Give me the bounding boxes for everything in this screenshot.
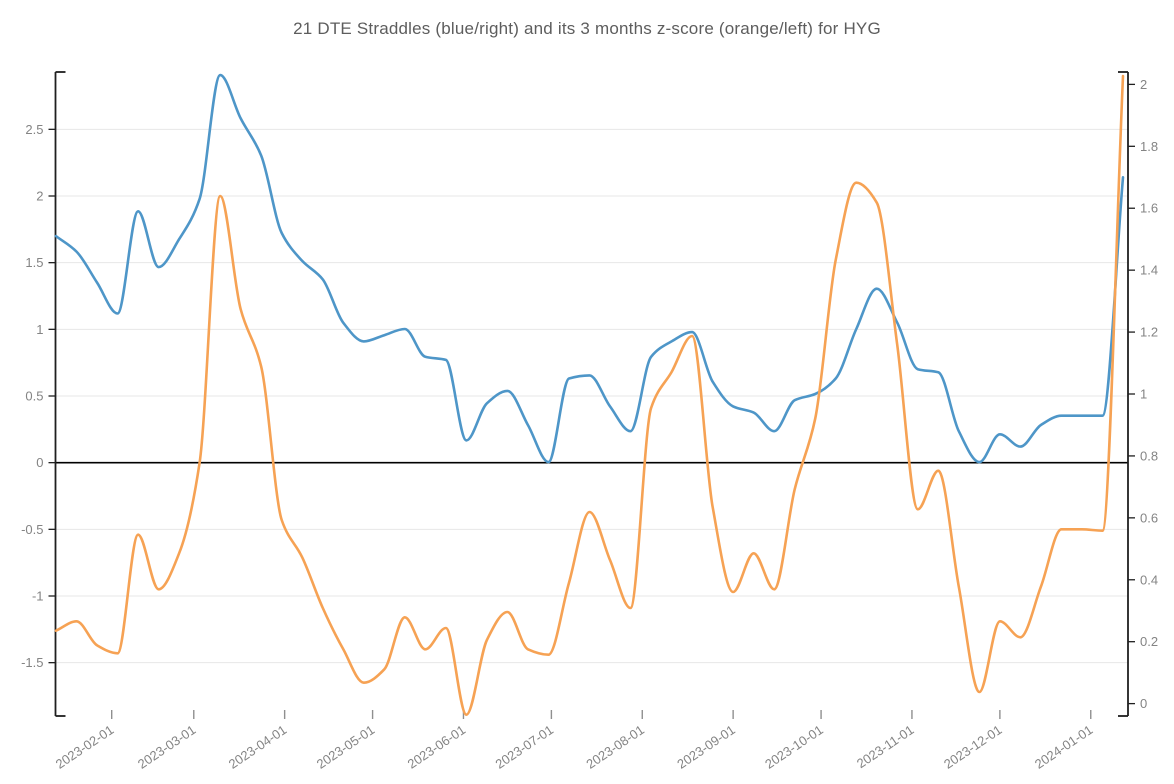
y-tick-label-left: 1.5 [25, 255, 43, 270]
y-tick-label-left: -1.5 [21, 655, 43, 670]
x-tick-label: 2023-03-01 [135, 722, 199, 772]
x-tick-label: 2023-06-01 [405, 722, 469, 772]
y-tick-label-right: 1.6 [1140, 201, 1158, 216]
y-tick-label-right: 0.8 [1140, 448, 1158, 463]
x-tick-label: 2023-11-01 [854, 722, 917, 771]
y-tick-label-right: 1 [1140, 387, 1147, 402]
x-tick-label: 2023-02-01 [53, 722, 117, 772]
y-tick-label-right: 0 [1140, 696, 1147, 711]
y-tick-label-left: 0 [36, 455, 43, 470]
y-tick-label-right: 0.6 [1140, 510, 1158, 525]
x-tick-label: 2023-07-01 [493, 722, 557, 772]
y-tick-label-left: 1 [36, 322, 43, 337]
y-tick-label-left: 2.5 [25, 122, 43, 137]
y-tick-label-left: -0.5 [21, 522, 43, 537]
chart-title: 21 DTE Straddles (blue/right) and its 3 … [293, 19, 881, 38]
x-tick-label: 2023-05-01 [314, 722, 378, 772]
y-tick-label-right: 1.4 [1140, 263, 1158, 278]
y-tick-label-left: 0.5 [25, 389, 43, 404]
y-tick-label-right: 0.4 [1140, 572, 1158, 587]
y-tick-label-left: -1 [32, 589, 44, 604]
x-tick-label: 2024-01-01 [1032, 722, 1096, 772]
y-tick-label-left: 2 [36, 189, 43, 204]
straddles-line [54, 73, 1125, 464]
x-tick-label: 2023-08-01 [583, 722, 647, 772]
zscore-line [54, 74, 1125, 716]
y-tick-label-right: 1.2 [1140, 325, 1158, 340]
y-tick-label-right: 2 [1140, 77, 1147, 92]
x-tick-label: 2023-12-01 [941, 722, 1005, 772]
x-tick-label: 2023-04-01 [226, 722, 290, 772]
y-tick-label-right: 1.8 [1140, 139, 1158, 154]
x-tick-label: 2023-09-01 [674, 722, 738, 772]
y-tick-label-right: 0.2 [1140, 634, 1158, 649]
x-tick-label: 2023-10-01 [762, 722, 826, 772]
